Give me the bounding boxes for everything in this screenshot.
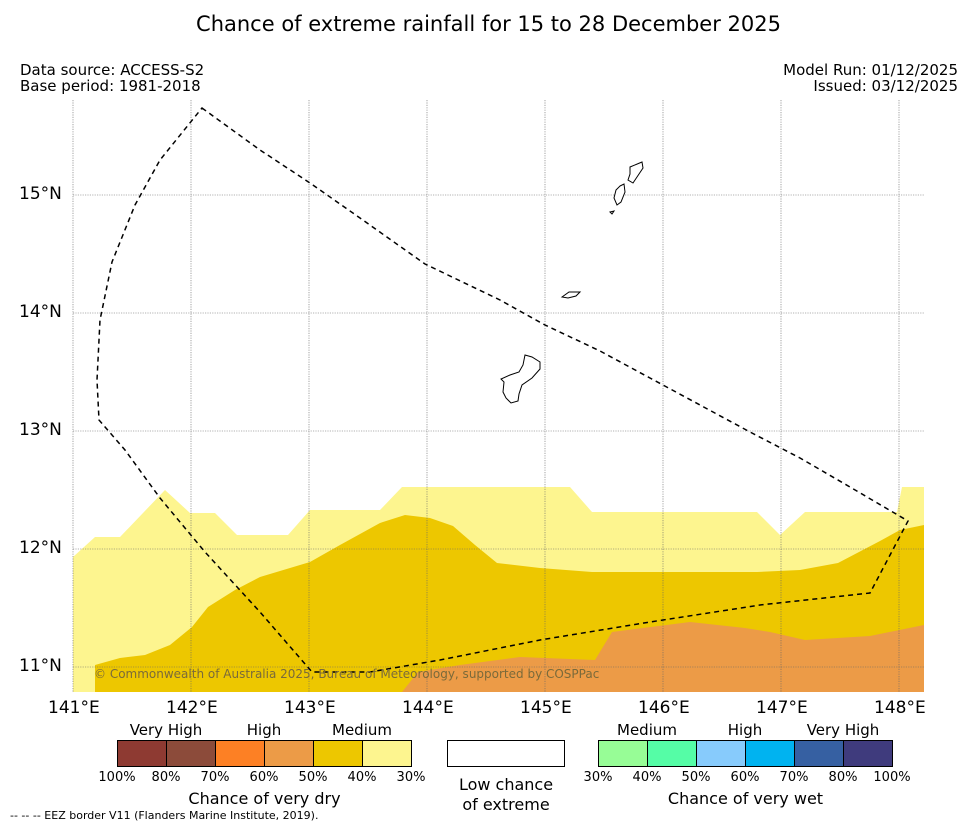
wet-pct-100: 100% <box>873 770 911 785</box>
wet-swatch-80-100 <box>843 740 893 767</box>
wet-pct-40: 40% <box>632 770 662 785</box>
lat-tick-13: 13°N <box>19 420 62 440</box>
wet-legend-title: Chance of very wet <box>667 789 824 808</box>
wet-pct-80: 80% <box>828 770 858 785</box>
dry-swatch-60-50 <box>264 740 314 767</box>
eez-footnote: -- -- -- EEZ border V11 (Flanders Marine… <box>10 809 319 822</box>
lon-tick-144: 144°E <box>402 698 454 718</box>
run-info: Model Run: 01/12/2025 Issued: 03/12/2025 <box>783 62 958 94</box>
dry-pct-60: 60% <box>249 770 279 785</box>
wet-pct-70: 70% <box>779 770 809 785</box>
lat-tick-15: 15°N <box>19 184 62 204</box>
wet-swatch-30-40 <box>598 740 648 767</box>
copyright-notice: © Commonwealth of Australia 2025, Bureau… <box>94 667 600 681</box>
dry-cat-very-high: Very High <box>129 721 203 739</box>
wet-pct-50: 50% <box>681 770 711 785</box>
wet-cat-high: High <box>727 721 763 739</box>
wet-pct-60: 60% <box>730 770 760 785</box>
lon-tick-148: 148°E <box>874 698 926 718</box>
lat-tick-12: 12°N <box>19 538 62 558</box>
base-period: Base period: 1981-2018 <box>20 77 201 95</box>
dry-swatch-80-70 <box>166 740 216 767</box>
rota-outline <box>560 291 582 299</box>
dry-cat-medium: Medium <box>332 721 392 739</box>
dry-swatch-70-60 <box>215 740 265 767</box>
lon-tick-145: 145°E <box>520 698 572 718</box>
dry-pct-40: 40% <box>347 770 377 785</box>
lon-tick-147: 147°E <box>756 698 808 718</box>
wet-cat-medium: Medium <box>617 721 677 739</box>
low-chance-line2: of extreme <box>462 795 550 814</box>
data-source: Data source: ACCESS-S2 <box>20 61 205 79</box>
low-chance-line1: Low chance <box>458 775 554 794</box>
eez-border <box>96 106 909 673</box>
dry-legend-title: Chance of very dry <box>188 789 341 808</box>
wet-swatch-60-70 <box>745 740 795 767</box>
data-info: Data source: ACCESS-S2 Base period: 1981… <box>20 62 204 94</box>
lon-tick-146: 146°E <box>638 698 690 718</box>
dry-swatch-50-40 <box>313 740 363 767</box>
lon-tick-141: 141°E <box>48 698 100 718</box>
dry-pct-100: 100% <box>98 770 136 785</box>
wet-swatch-40-50 <box>647 740 697 767</box>
dry-pct-70: 70% <box>200 770 230 785</box>
low-chance-label: Low chance of extreme <box>435 775 577 815</box>
dry-swatch-100-80 <box>117 740 167 767</box>
dry-cat-high: High <box>246 721 282 739</box>
saipan-outline <box>627 161 644 184</box>
aguijan-outline <box>609 210 616 215</box>
tinian-outline <box>613 183 626 206</box>
island-outlines <box>500 161 644 404</box>
lon-tick-142: 142°E <box>166 698 218 718</box>
wet-swatch-50-60 <box>696 740 746 767</box>
model-run: Model Run: 01/12/2025 <box>783 61 958 79</box>
dry-pct-50: 50% <box>298 770 328 785</box>
wet-cat-very-high: Very High <box>806 721 880 739</box>
lon-tick-143: 143°E <box>284 698 336 718</box>
lat-tick-14: 14°N <box>19 302 62 322</box>
guam-outline <box>500 354 541 404</box>
wet-swatch-70-80 <box>794 740 844 767</box>
dry-swatch-40-30 <box>362 740 412 767</box>
lat-tick-11: 11°N <box>19 656 62 676</box>
wet-pct-30: 30% <box>583 770 613 785</box>
graticule <box>72 100 924 692</box>
issued-date: Issued: 03/12/2025 <box>813 77 958 95</box>
chart-title: Chance of extreme rainfall for 15 to 28 … <box>196 12 781 36</box>
dry-pct-80: 80% <box>151 770 181 785</box>
low-chance-swatch <box>447 740 565 767</box>
dry-pct-30: 30% <box>396 770 426 785</box>
